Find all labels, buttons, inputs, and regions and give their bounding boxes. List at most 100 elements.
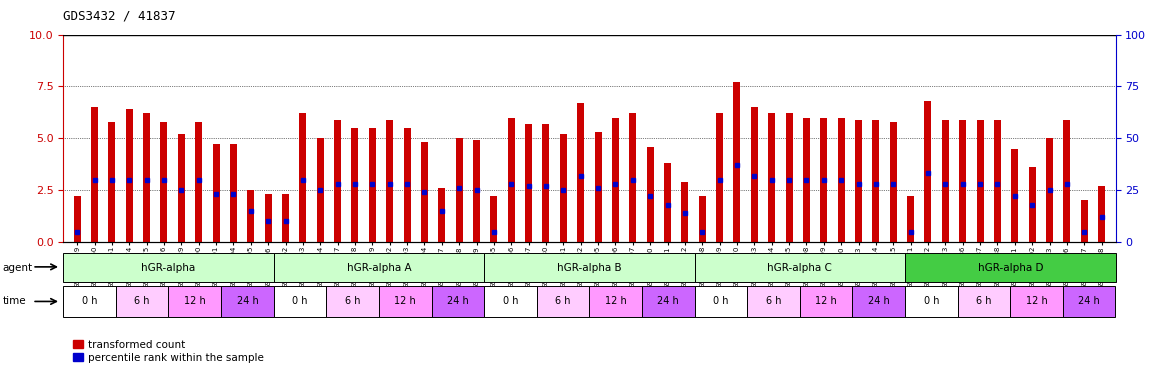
Bar (976, 119, 983, 242)
Bar (221, 286, 274, 317)
Bar (125, 109, 132, 242)
Text: 24 h: 24 h (868, 296, 890, 306)
Bar (959, 119, 966, 242)
Bar (508, 118, 515, 242)
Bar (108, 122, 115, 242)
Bar (455, 138, 462, 242)
Bar (352, 128, 359, 242)
Bar (74, 196, 81, 242)
Text: 12 h: 12 h (184, 296, 206, 306)
Bar (1098, 186, 1105, 242)
Bar (852, 286, 905, 317)
Bar (196, 122, 202, 242)
Bar (748, 286, 800, 317)
Text: 24 h: 24 h (1079, 296, 1101, 306)
Bar (716, 113, 723, 242)
Text: 6 h: 6 h (345, 296, 360, 306)
Bar (577, 103, 584, 242)
Text: 12 h: 12 h (1026, 296, 1048, 306)
Bar (751, 107, 758, 242)
Legend: transformed count, percentile rank within the sample: transformed count, percentile rank withi… (69, 336, 268, 367)
Bar (230, 144, 237, 242)
Bar (327, 286, 380, 317)
Bar (664, 163, 670, 242)
Bar (942, 119, 949, 242)
Bar (905, 286, 958, 317)
Bar (695, 286, 748, 317)
Text: 6 h: 6 h (976, 296, 991, 306)
Bar (369, 128, 376, 242)
Bar (1046, 138, 1053, 242)
Bar (438, 188, 445, 242)
Bar (526, 124, 532, 242)
Bar (161, 122, 168, 242)
Text: 12 h: 12 h (605, 296, 627, 306)
Bar (1011, 149, 1018, 242)
Bar (890, 122, 897, 242)
Bar (1011, 286, 1063, 317)
Text: hGR-alpha B: hGR-alpha B (557, 263, 622, 273)
Text: 24 h: 24 h (658, 296, 680, 306)
Bar (91, 107, 98, 242)
Bar (274, 253, 484, 282)
Bar (116, 286, 169, 317)
Text: hGR-alpha D: hGR-alpha D (978, 263, 1043, 273)
Bar (994, 119, 1000, 242)
Text: 12 h: 12 h (394, 296, 416, 306)
Text: 24 h: 24 h (237, 296, 259, 306)
Text: agent: agent (2, 263, 32, 273)
Bar (560, 134, 567, 242)
Bar (484, 253, 695, 282)
Bar (958, 286, 1011, 317)
Bar (803, 118, 810, 242)
Bar (907, 196, 914, 242)
Bar (421, 142, 428, 242)
Bar (820, 118, 827, 242)
Bar (734, 82, 741, 242)
Text: 0 h: 0 h (923, 296, 940, 306)
Bar (537, 286, 590, 317)
Bar (380, 286, 431, 317)
Text: hGR-alpha C: hGR-alpha C (767, 263, 833, 273)
Bar (873, 119, 880, 242)
Text: 0 h: 0 h (503, 296, 519, 306)
Bar (543, 124, 550, 242)
Bar (905, 253, 1116, 282)
Text: hGR-alpha A: hGR-alpha A (346, 263, 412, 273)
Bar (768, 113, 775, 242)
Bar (785, 113, 792, 242)
Bar (856, 119, 862, 242)
Text: hGR-alpha: hGR-alpha (141, 263, 196, 273)
Bar (282, 194, 289, 242)
Bar (699, 196, 706, 242)
Bar (484, 286, 537, 317)
Bar (590, 286, 642, 317)
Bar (274, 286, 327, 317)
Bar (642, 286, 695, 317)
Text: 24 h: 24 h (447, 296, 469, 306)
Bar (1081, 200, 1088, 242)
Bar (316, 138, 323, 242)
Bar (1029, 167, 1036, 242)
Text: 6 h: 6 h (766, 296, 781, 306)
Bar (335, 119, 342, 242)
Bar (143, 113, 150, 242)
Bar (682, 182, 689, 242)
Bar (925, 101, 932, 242)
Bar (837, 118, 844, 242)
Bar (473, 140, 480, 242)
Bar (800, 286, 852, 317)
Text: 0 h: 0 h (292, 296, 308, 306)
Bar (629, 113, 636, 242)
Bar (264, 194, 271, 242)
Bar (178, 134, 185, 242)
Bar (695, 253, 905, 282)
Text: 0 h: 0 h (82, 296, 98, 306)
Text: 6 h: 6 h (135, 296, 150, 306)
Bar (431, 286, 484, 317)
Bar (63, 286, 116, 317)
Bar (169, 286, 221, 317)
Bar (595, 132, 601, 242)
Bar (386, 119, 393, 242)
Text: 12 h: 12 h (815, 296, 837, 306)
